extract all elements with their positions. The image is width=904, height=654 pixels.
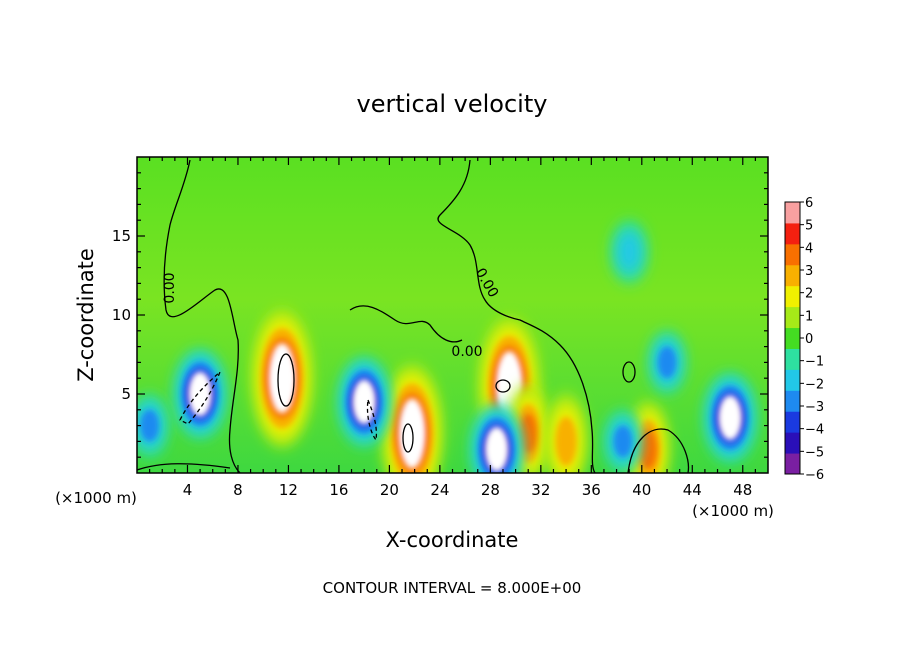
axis-ticks xyxy=(137,157,768,473)
chart-title: vertical velocity xyxy=(357,90,548,118)
x-unit-label-right: (×1000 m) xyxy=(692,502,774,520)
contour-lines xyxy=(137,159,690,473)
x-tick-label: 8 xyxy=(233,481,243,499)
colorbar-swatch xyxy=(785,264,800,287)
colorbar-tick-label: 0 xyxy=(805,332,813,347)
contour-core-main xyxy=(277,353,295,407)
x-tick-label: 44 xyxy=(683,481,702,499)
field-contour-fill xyxy=(657,346,677,379)
colorbar-tick-label: −5 xyxy=(805,445,824,460)
colorbar-swatch xyxy=(785,202,800,224)
x-tick-label: 32 xyxy=(531,481,550,499)
colorbar-swatch xyxy=(785,453,800,475)
colorbar-tick-label: 6 xyxy=(805,196,813,211)
updraft-core xyxy=(268,343,296,414)
colorbar-swatch xyxy=(785,348,800,370)
x-tick-label: 28 xyxy=(481,481,500,499)
x-tick-label: 24 xyxy=(430,481,449,499)
downdraft-core xyxy=(188,371,212,417)
colorbar-tick-label: −1 xyxy=(805,355,824,370)
plot-area xyxy=(137,157,768,473)
y-axis-label: Z-coordinate xyxy=(74,248,98,382)
field-contour-fill xyxy=(140,409,159,442)
y-tick-label: 5 xyxy=(121,385,131,403)
contour-dashed-right xyxy=(366,397,378,442)
colorbar-swatch xyxy=(785,222,800,245)
x-tick-label: 40 xyxy=(632,481,651,499)
colorbar-swatch xyxy=(785,285,800,308)
colorbar-swatch xyxy=(785,390,800,412)
colorbar: 6 5 4 3 2 1 0 −1 −2 −3 −4 −5 −6 xyxy=(784,196,824,483)
field-contour-fill xyxy=(617,230,642,273)
colorbar-tick-label: −6 xyxy=(805,468,824,483)
y-tick-label: 10 xyxy=(112,306,131,324)
colorbar-tick-label: 1 xyxy=(805,309,813,324)
contour-interval-note: CONTOUR INTERVAL = 8.000E+00 xyxy=(323,579,582,597)
colorbar-tick-label: −2 xyxy=(805,377,824,392)
field-contour-fill xyxy=(639,429,657,469)
contour-core-small xyxy=(402,423,414,453)
x-unit-label-left: (×1000 m) xyxy=(55,489,137,507)
field-contour-fill xyxy=(613,425,632,458)
colorbar-swatch xyxy=(785,411,800,433)
colorbar-swatch xyxy=(785,243,800,266)
field-background xyxy=(137,157,768,473)
contour-label-left: 0.00 xyxy=(162,272,178,303)
x-axis-label: X-coordinate xyxy=(386,528,519,552)
colorbar-tick-label: 5 xyxy=(805,219,813,234)
colorbar-swatch xyxy=(785,327,800,349)
x-tick-label: 20 xyxy=(380,481,399,499)
colorbar-tick-label: −4 xyxy=(805,423,824,438)
y-tick-labels: 5 10 15 xyxy=(112,227,131,403)
contour-ring-left-base xyxy=(137,463,231,471)
x-tick-labels: 4 8 12 16 20 24 28 32 36 40 44 48 xyxy=(183,481,753,499)
colorbar-swatch xyxy=(785,369,800,391)
downdraft-core xyxy=(352,379,376,425)
field-contour-fill xyxy=(519,413,537,454)
field-contour-fill xyxy=(555,416,577,466)
x-tick-label: 4 xyxy=(183,481,193,499)
contour-ring-center xyxy=(349,305,463,343)
downdraft-core xyxy=(718,395,742,441)
contour-label-center: 0.00 xyxy=(451,344,482,360)
x-tick-label: 16 xyxy=(329,481,348,499)
downdraft-core xyxy=(484,426,509,472)
colorbar-tick-label: −3 xyxy=(805,400,824,415)
colorbar-swatch xyxy=(785,432,800,454)
colorbar-tick-label: 3 xyxy=(805,264,813,279)
contour-ring-mid xyxy=(622,361,636,383)
colorbar-tick-label: 4 xyxy=(805,241,813,256)
contour-dashed-left xyxy=(179,371,221,425)
contour-ring-right-base xyxy=(627,428,690,473)
contour-core-right xyxy=(495,379,511,393)
x-tick-label: 12 xyxy=(279,481,298,499)
colorbar-tick-label: 2 xyxy=(805,287,813,302)
zero-contour-right xyxy=(437,159,596,473)
x-tick-label: 48 xyxy=(733,481,752,499)
zero-contour-left xyxy=(163,159,241,473)
y-tick-label: 15 xyxy=(112,227,131,245)
x-tick-label: 36 xyxy=(582,481,601,499)
colorbar-swatch xyxy=(785,306,800,329)
